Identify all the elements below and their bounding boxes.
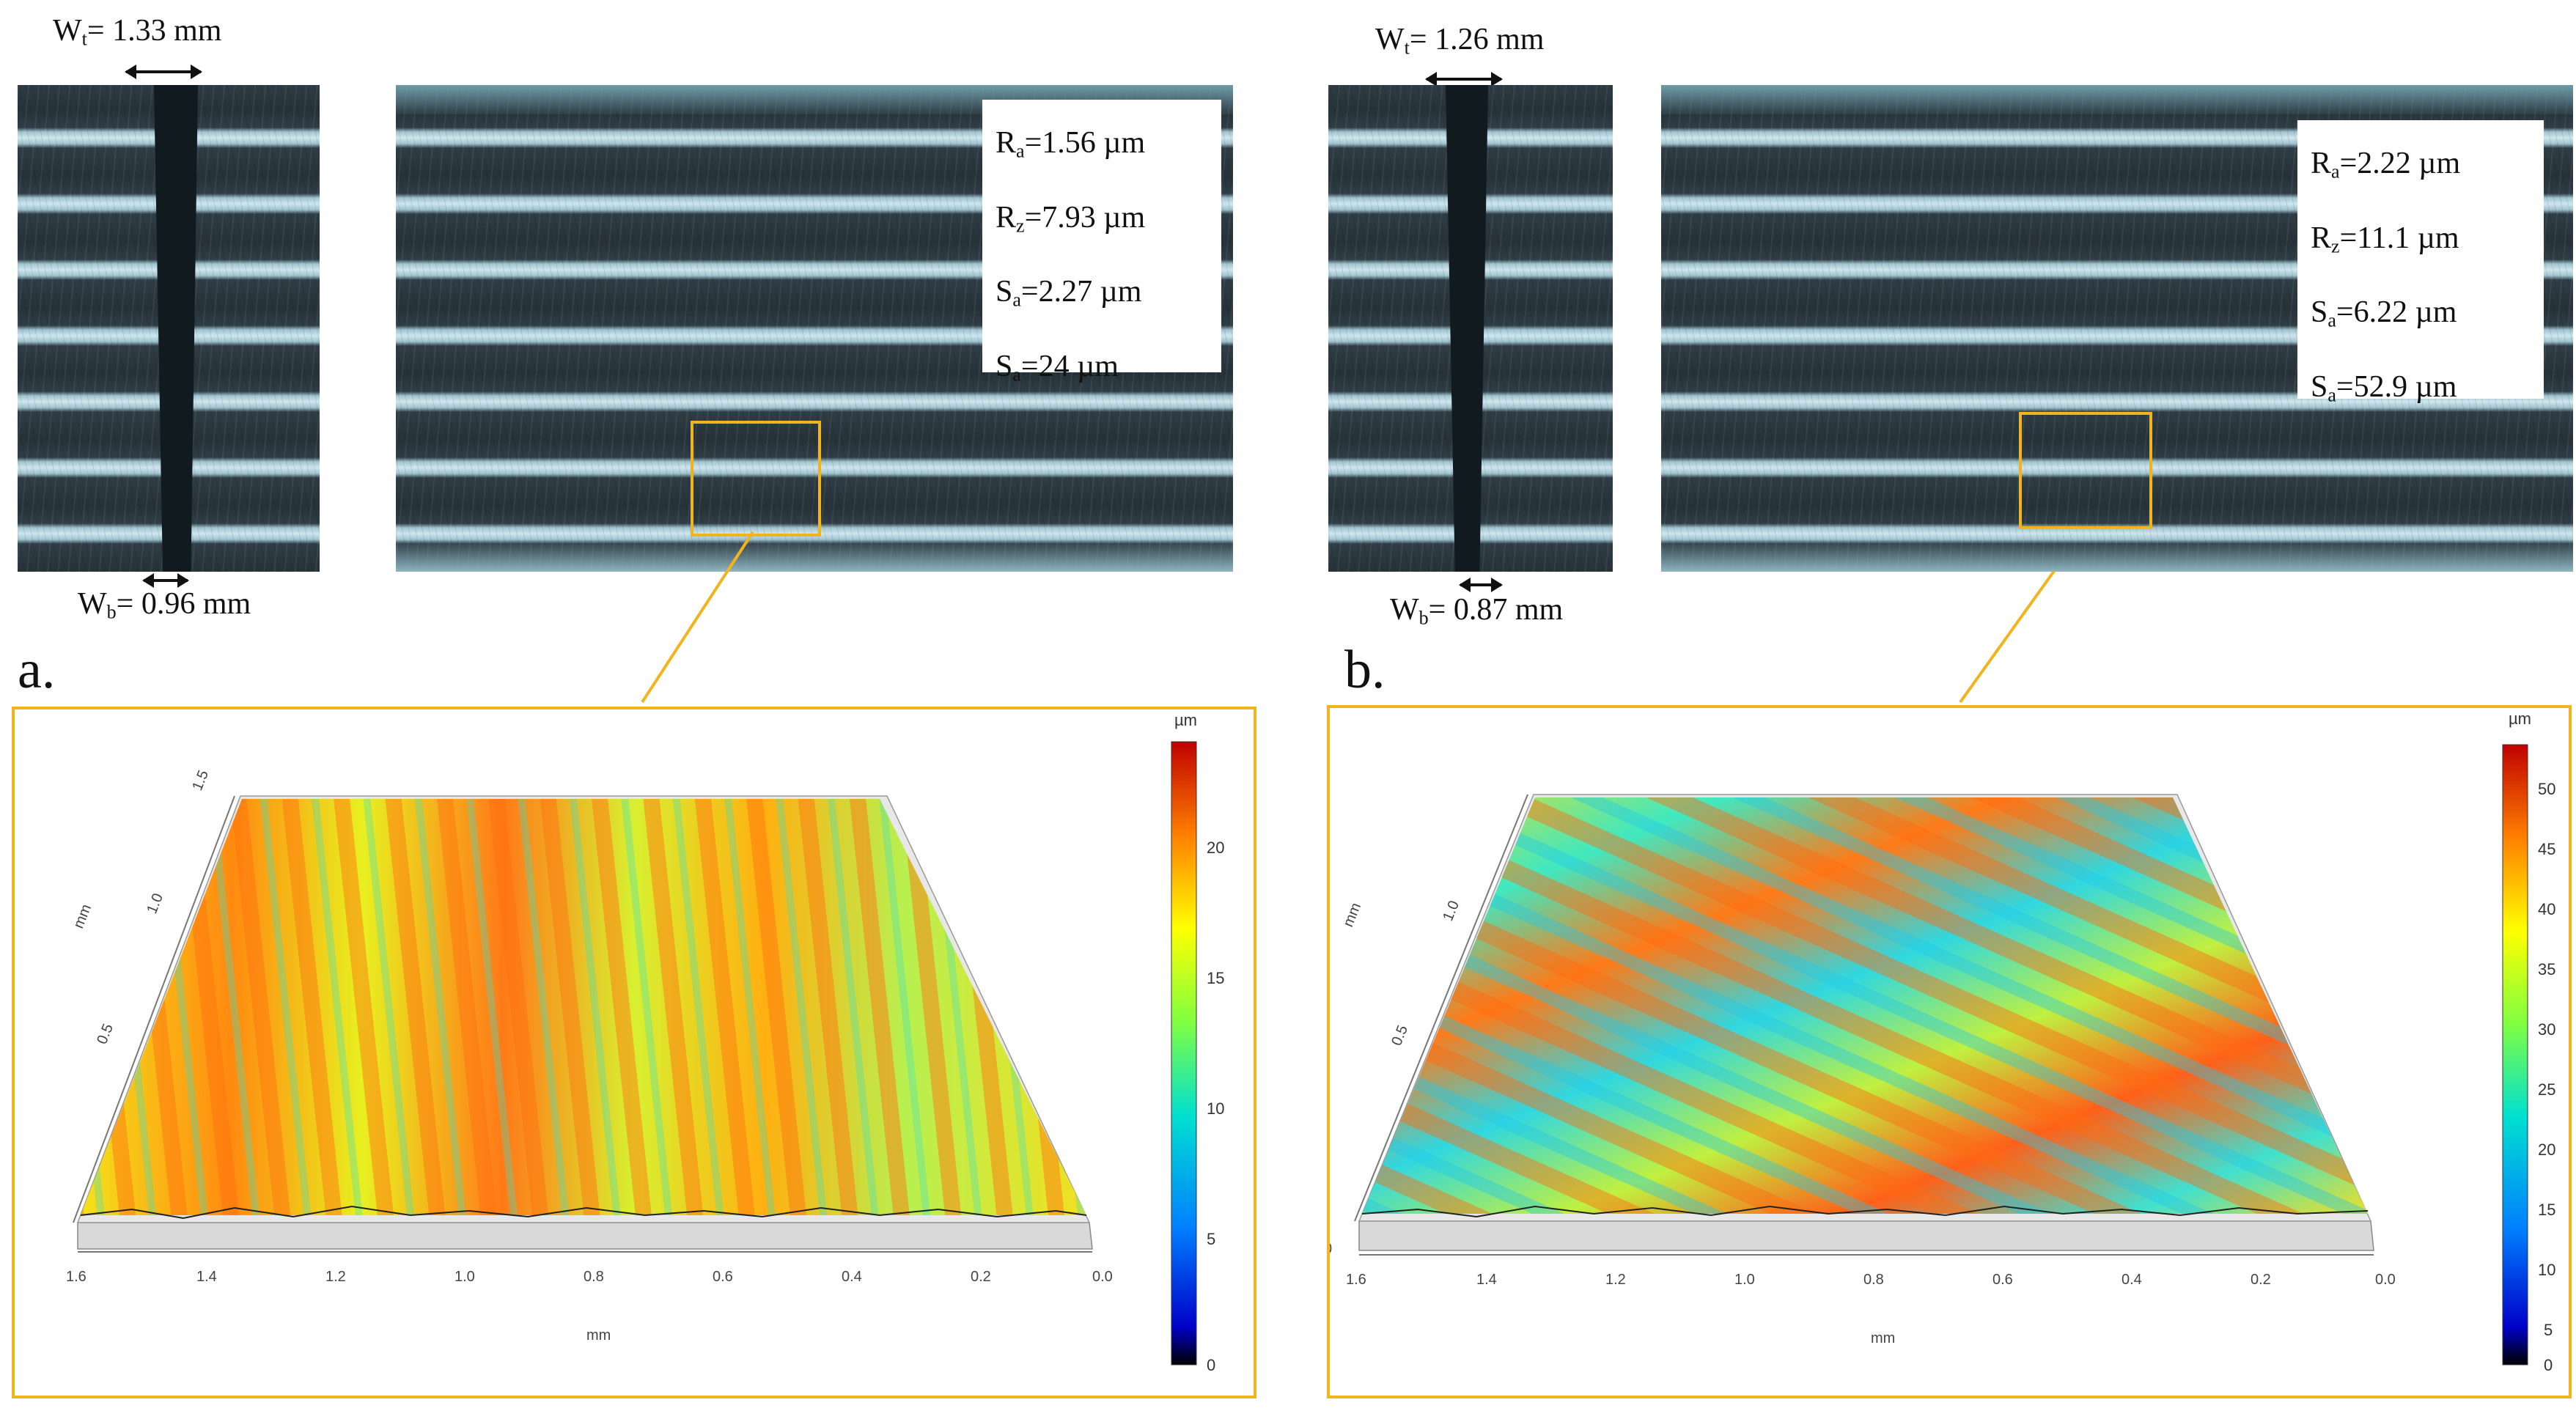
panel-a-3d-map-frame: 1.5 1.0 0.5 mm 1.6 1.4 1.2 1.0 0.8 0.6 0… [12,707,1256,1398]
svg-text:0.4: 0.4 [2121,1272,2142,1288]
svg-text:35: 35 [2538,960,2555,978]
panel-a-colorbar-unit: µm [1174,711,1197,729]
svg-text:0.6: 0.6 [713,1269,733,1285]
svg-text:1.6: 1.6 [1346,1272,1366,1288]
svg-text:mm: mm [586,1327,611,1344]
svg-text:1.4: 1.4 [196,1269,217,1285]
svg-text:5: 5 [1207,1230,1215,1248]
svg-text:1.0: 1.0 [1734,1272,1755,1288]
svg-text:1.0: 1.0 [144,891,166,916]
svg-text:0.8: 0.8 [1863,1272,1884,1288]
svg-text:mm: mm [1871,1330,1895,1346]
panel-a-wb-label: Wb= 0.96 mm [78,587,251,623]
panel-b-wt-label: Wt= 1.26 mm [1375,23,1545,59]
panel-b-wb-arrow [1459,578,1503,592]
svg-text:0.2: 0.2 [971,1269,991,1285]
panel-a-wt-label: Wt= 1.33 mm [53,14,222,50]
svg-text:1.2: 1.2 [1605,1272,1626,1288]
panel-a-roughness-box: Ra=1.56 µm Rz=7.93 µm Sa=2.27 µm Sa=24 µ… [982,100,1221,385]
panel-a-letter: a. [18,640,56,700]
svg-text:15: 15 [2538,1201,2555,1219]
roughness-value: Ra=2.22 µm [2311,147,2461,183]
svg-text:0.6: 0.6 [1992,1272,2013,1288]
panel-a-3d-surface: 1.5 1.0 0.5 mm 1.6 1.4 1.2 1.0 0.8 0.6 0… [66,711,1224,1374]
svg-text:20: 20 [2538,1140,2555,1159]
svg-text:0.0: 0.0 [2375,1272,2396,1288]
svg-text:0.2: 0.2 [2251,1272,2271,1288]
roughness-value: Sa=2.27 µm [996,275,1142,311]
svg-text:0.5: 0.5 [1388,1023,1411,1048]
svg-text:15: 15 [1207,969,1224,987]
svg-text:0.8: 0.8 [584,1269,604,1285]
svg-text:20: 20 [1207,838,1224,857]
panel-b-roi-box [2019,412,2152,529]
svg-text:0: 0 [2544,1356,2553,1374]
svg-text:40: 40 [2538,900,2555,918]
panel-b-colorbar [2502,744,2528,1365]
panel-b-3d-surface: 1.0 0.5 mm 0 1.6 1.4 1.2 1.0 0.8 0.6 0.4… [1324,709,2555,1374]
svg-text:1.5: 1.5 [189,768,212,793]
panel-b-3d-map-frame: 1.0 0.5 mm 0 1.6 1.4 1.2 1.0 0.8 0.6 0.4… [1324,705,2572,1398]
svg-text:25: 25 [2538,1080,2555,1099]
panel-a-wt-arrow [125,64,202,79]
roughness-value: Sa=24 µm [996,349,1119,386]
svg-text:30: 30 [2538,1020,2555,1039]
svg-text:10: 10 [2538,1261,2555,1279]
svg-text:1.0: 1.0 [455,1269,475,1285]
svg-text:1.2: 1.2 [325,1269,346,1285]
svg-text:1.0: 1.0 [1440,899,1462,924]
panel-b-origin-label: 0 [1330,1241,1332,1257]
svg-text:50: 50 [2538,780,2555,798]
panel-a-x-ticks: 1.6 1.4 1.2 1.0 0.8 0.6 0.4 0.2 0.0 [66,1269,1113,1285]
panel-b-cross-section-image [1328,85,1613,572]
panel-b-wb-label: Wb= 0.87 mm [1390,593,1564,629]
panel-b-letter: b. [1344,640,1385,700]
svg-text:45: 45 [2538,840,2555,858]
roughness-value: Sa=52.9 µm [2311,369,2457,406]
svg-text:10: 10 [1207,1099,1224,1118]
panel-b-colorbar-unit: µm [2509,709,2531,728]
panel-a-cross-section-image [18,85,320,572]
panel-b-x-ticks: 1.6 1.4 1.2 1.0 0.8 0.6 0.4 0.2 0.0 [1346,1272,2396,1288]
roughness-value: Sa=6.22 µm [2311,295,2457,331]
svg-text:mm: mm [70,902,95,931]
panel-a-colorbar [1171,741,1197,1365]
svg-text:0: 0 [1207,1356,1215,1374]
roughness-value: Ra=1.56 µm [996,126,1146,162]
svg-text:0.4: 0.4 [842,1269,862,1285]
svg-text:0.5: 0.5 [94,1022,117,1047]
panel-a-roi-box [691,421,821,537]
roughness-value: Rz=7.93 µm [996,200,1146,237]
svg-text:1.4: 1.4 [1476,1272,1497,1288]
panel-b-roughness-box: Ra=2.22 µm Rz=11.1 µm Sa=6.22 µm Sa=52.9… [2297,120,2544,405]
panel-b-wt-arrow [1425,72,1503,86]
panel-a-wb-arrow [142,573,189,588]
svg-text:1.6: 1.6 [66,1269,87,1285]
svg-text:mm: mm [1340,901,1364,929]
roughness-value: Rz=11.1 µm [2311,221,2459,257]
svg-text:5: 5 [2544,1321,2553,1339]
svg-text:0.0: 0.0 [1092,1269,1113,1285]
